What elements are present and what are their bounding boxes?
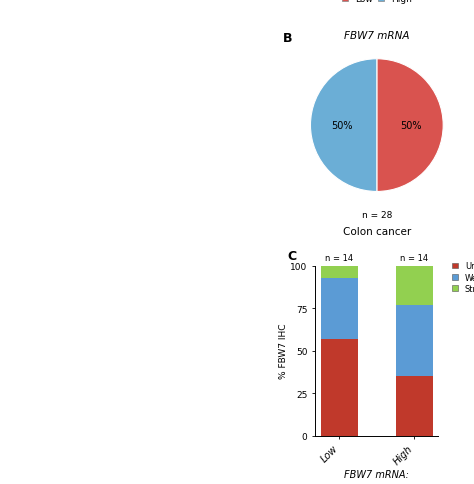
X-axis label: FBW7 mRNA:: FBW7 mRNA: — [345, 469, 409, 479]
Bar — [395, 377, 433, 436]
Text: n = 14: n = 14 — [326, 254, 354, 263]
Text: n = 28: n = 28 — [362, 211, 392, 220]
Bar — [321, 339, 358, 436]
Text: Colon cancer: Colon cancer — [343, 227, 411, 237]
Text: 50%: 50% — [332, 121, 353, 131]
Legend: Low, High: Low, High — [342, 0, 412, 3]
Y-axis label: % FBW7 IHC: % FBW7 IHC — [279, 323, 288, 378]
Bar — [321, 278, 358, 339]
Bar — [395, 266, 433, 305]
Text: 50%: 50% — [401, 121, 422, 131]
Legend: Undetected, Weak, Strong: Undetected, Weak, Strong — [453, 262, 474, 293]
Text: n = 14: n = 14 — [400, 254, 428, 263]
Wedge shape — [310, 60, 377, 192]
Bar — [395, 305, 433, 377]
Bar — [321, 266, 358, 278]
Text: B: B — [283, 32, 292, 45]
Wedge shape — [377, 60, 443, 192]
Text: C: C — [287, 249, 296, 262]
Title: FBW7 mRNA: FBW7 mRNA — [344, 31, 410, 41]
